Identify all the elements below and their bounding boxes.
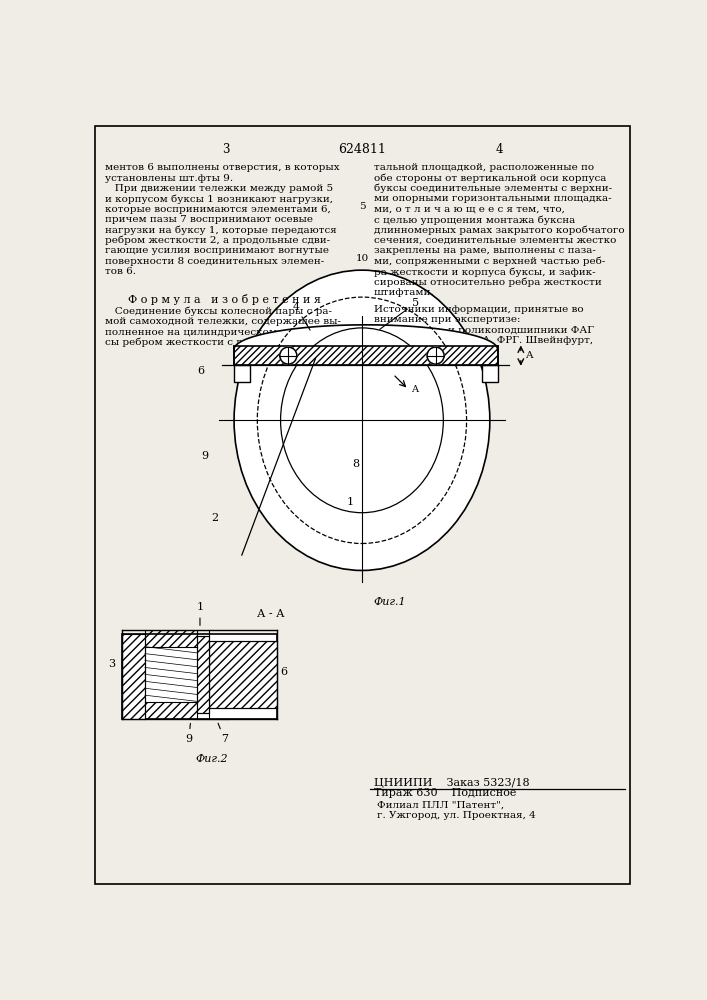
Text: 624811: 624811 <box>338 143 386 156</box>
Text: сированы относительно ребра жесткости: сированы относительно ребра жесткости <box>373 277 602 287</box>
Text: Фиг.2: Фиг.2 <box>195 754 228 764</box>
Circle shape <box>280 347 297 364</box>
Text: мой самоходной тележки, содержащее вы-: мой самоходной тележки, содержащее вы- <box>105 317 341 326</box>
Bar <box>197 636 209 713</box>
Text: причем пазы 7 воспринимают осевые: причем пазы 7 воспринимают осевые <box>105 215 313 224</box>
Text: При движении тележки между рамой 5: При движении тележки между рамой 5 <box>105 184 334 193</box>
Text: ра жесткости и корпуса буксы, и зафик-: ра жесткости и корпуса буксы, и зафик- <box>373 267 595 277</box>
Text: 9: 9 <box>185 723 192 744</box>
Text: ЦНИИПИ    Заказ 5323/18: ЦНИИПИ Заказ 5323/18 <box>373 778 530 788</box>
Text: нагрузки на буксу 1, которые передаются: нагрузки на буксу 1, которые передаются <box>105 225 337 235</box>
Polygon shape <box>234 325 498 349</box>
Text: A: A <box>411 385 418 394</box>
Text: 4: 4 <box>496 143 503 156</box>
Text: и корпусом буксы 1 возникают нагрузки,: и корпусом буксы 1 возникают нагрузки, <box>105 194 334 204</box>
Text: 10: 10 <box>356 254 368 263</box>
Text: штифтами.: штифтами. <box>373 288 434 297</box>
Text: обе стороны от вертикальной оси корпуса: обе стороны от вертикальной оси корпуса <box>373 174 606 183</box>
Bar <box>209 641 276 708</box>
Text: 1. Шарико- и роликоподшипники ФАГ: 1. Шарико- и роликоподшипники ФАГ <box>373 326 594 335</box>
Text: 1: 1 <box>346 497 354 507</box>
Text: ребром жесткости 2, а продольные сдви-: ребром жесткости 2, а продольные сдви- <box>105 236 331 245</box>
Text: 8: 8 <box>353 459 360 469</box>
Text: ментов 6 выполнены отверстия, в которых: ментов 6 выполнены отверстия, в которых <box>105 163 340 172</box>
Text: сы ребром жесткости с верхней горизон-: сы ребром жесткости с верхней горизон- <box>105 338 332 347</box>
Text: 6: 6 <box>281 667 288 677</box>
Text: гающие усилия воспринимают вогнутые: гающие усилия воспринимают вогнутые <box>105 246 329 255</box>
Text: 4: 4 <box>292 302 310 330</box>
Ellipse shape <box>234 270 490 570</box>
Bar <box>197 636 209 713</box>
Text: 6: 6 <box>197 366 204 376</box>
Text: 2: 2 <box>211 513 218 523</box>
Circle shape <box>427 347 444 364</box>
Bar <box>209 641 276 708</box>
Text: 5: 5 <box>380 298 419 329</box>
Bar <box>122 634 145 719</box>
Text: 5: 5 <box>358 202 366 211</box>
Text: 3: 3 <box>222 143 229 156</box>
Text: Источники информации, принятые во: Источники информации, принятые во <box>373 305 583 314</box>
Text: с целью упрощения монтажа буксна: с целью упрощения монтажа буксна <box>373 215 575 225</box>
Bar <box>234 346 498 365</box>
Text: 7: 7 <box>218 723 228 744</box>
Text: сечения, соединительные элементы жестко: сечения, соединительные элементы жестко <box>373 236 616 245</box>
Bar <box>145 702 197 719</box>
Text: ми, о т л и ч а ю щ е е с я тем, что,: ми, о т л и ч а ю щ е е с я тем, что, <box>373 205 564 214</box>
Text: установлены шт.фты 9.: установлены шт.фты 9. <box>105 174 233 183</box>
Text: которые воспринимаются элементами 6,: которые воспринимаются элементами 6, <box>105 205 331 214</box>
Text: ми опорными горизонтальными площадка-: ми опорными горизонтальными площадка- <box>373 194 611 203</box>
Text: поверхности 8 соединительных элемен-: поверхности 8 соединительных элемен- <box>105 257 325 266</box>
Text: г. Ужгород, ул. Проектная, 4: г. Ужгород, ул. Проектная, 4 <box>378 811 536 820</box>
Text: Филиал ПЛЛ "Патент",: Филиал ПЛЛ "Патент", <box>378 801 505 810</box>
Text: тов 6.: тов 6. <box>105 267 136 276</box>
Bar <box>234 365 250 382</box>
Text: 1971, с. 304.: 1971, с. 304. <box>373 346 442 355</box>
Text: 3: 3 <box>107 659 115 669</box>
Text: А - А: А - А <box>257 609 285 619</box>
Text: A: A <box>525 351 532 360</box>
Text: ми, сопряженными с верхней частью реб-: ми, сопряженными с верхней частью реб- <box>373 257 605 266</box>
Text: закреплены на раме, выполнены с паза-: закреплены на раме, выполнены с паза- <box>373 246 595 255</box>
Text: Ф о р м у л а   и з о б р е т е н и я: Ф о р м у л а и з о б р е т е н и я <box>127 294 320 305</box>
Text: длинномерных рамах закрытого коробчатого: длинномерных рамах закрытого коробчатого <box>373 225 624 235</box>
Text: полненное на цилиндрическом корпусе бук-: полненное на цилиндрическом корпусе бук- <box>105 327 351 337</box>
Text: Фиг.1: Фиг.1 <box>373 597 407 607</box>
Text: Соединение буксы колесной пары с ра-: Соединение буксы колесной пары с ра- <box>105 306 332 316</box>
Text: 1: 1 <box>197 602 204 625</box>
Bar <box>482 365 498 382</box>
Text: внимание при экспертизе:: внимание при экспертизе: <box>373 315 520 324</box>
Text: Каталог 41 000 R и А, ФРГ. Швейнфурт,: Каталог 41 000 R и А, ФРГ. Швейнфурт, <box>373 336 592 345</box>
Text: 9: 9 <box>201 451 209 461</box>
Bar <box>122 634 276 719</box>
Bar <box>145 630 197 647</box>
Text: Тираж 630    Подписное: Тираж 630 Подписное <box>373 788 516 798</box>
Text: буксы соединительные элементы с верхни-: буксы соединительные элементы с верхни- <box>373 184 612 193</box>
Bar <box>234 346 498 365</box>
Bar <box>122 634 145 719</box>
Text: тальной площадкой, расположенные по: тальной площадкой, расположенные по <box>373 163 594 172</box>
Text: 15: 15 <box>356 324 368 333</box>
